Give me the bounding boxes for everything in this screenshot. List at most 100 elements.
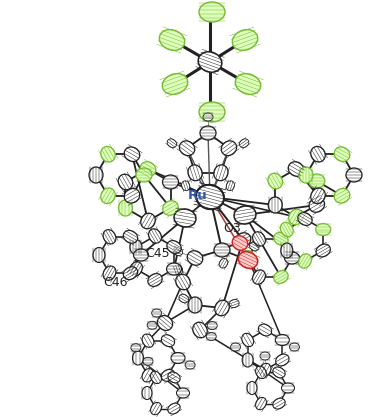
Text: O3: O3 (223, 222, 241, 235)
Ellipse shape (179, 141, 195, 156)
Ellipse shape (103, 266, 116, 280)
Ellipse shape (309, 198, 324, 212)
Ellipse shape (131, 344, 141, 352)
Ellipse shape (230, 343, 241, 351)
Ellipse shape (171, 352, 185, 364)
Ellipse shape (268, 173, 282, 189)
Ellipse shape (177, 388, 190, 398)
Ellipse shape (238, 251, 258, 269)
Ellipse shape (255, 366, 266, 379)
Ellipse shape (199, 2, 225, 22)
Text: C46: C46 (103, 276, 127, 289)
Ellipse shape (316, 224, 331, 236)
Ellipse shape (173, 247, 183, 256)
Ellipse shape (200, 126, 216, 140)
Ellipse shape (198, 52, 222, 72)
Ellipse shape (142, 387, 152, 399)
Ellipse shape (275, 334, 289, 346)
Ellipse shape (334, 188, 350, 203)
Ellipse shape (103, 230, 116, 244)
Ellipse shape (163, 175, 179, 189)
Ellipse shape (141, 213, 155, 229)
Ellipse shape (123, 267, 138, 279)
Ellipse shape (93, 248, 105, 262)
Ellipse shape (162, 74, 188, 94)
Ellipse shape (193, 322, 207, 338)
Ellipse shape (253, 270, 266, 284)
Ellipse shape (207, 322, 217, 329)
Ellipse shape (142, 369, 154, 382)
Ellipse shape (176, 274, 190, 290)
Text: C45: C45 (145, 247, 170, 260)
Ellipse shape (280, 222, 293, 237)
Ellipse shape (151, 402, 161, 415)
Ellipse shape (167, 263, 182, 275)
Ellipse shape (143, 357, 153, 365)
Ellipse shape (136, 168, 152, 182)
Ellipse shape (284, 252, 300, 264)
Ellipse shape (311, 146, 325, 162)
Ellipse shape (298, 213, 312, 226)
Ellipse shape (334, 147, 350, 161)
Ellipse shape (140, 162, 156, 176)
Ellipse shape (101, 188, 115, 203)
Ellipse shape (118, 174, 133, 190)
Ellipse shape (149, 229, 161, 243)
Ellipse shape (282, 383, 294, 393)
Ellipse shape (234, 206, 256, 224)
Ellipse shape (163, 201, 178, 215)
Ellipse shape (174, 265, 183, 275)
Ellipse shape (214, 243, 230, 257)
Ellipse shape (147, 321, 157, 329)
Ellipse shape (221, 141, 237, 156)
Ellipse shape (159, 30, 185, 50)
Ellipse shape (288, 162, 304, 176)
Ellipse shape (168, 372, 180, 383)
Ellipse shape (273, 367, 285, 378)
Ellipse shape (242, 353, 253, 367)
Ellipse shape (309, 174, 325, 188)
Ellipse shape (130, 239, 142, 254)
Ellipse shape (167, 241, 181, 254)
Ellipse shape (188, 297, 202, 313)
Ellipse shape (124, 188, 140, 203)
Ellipse shape (89, 167, 103, 183)
Ellipse shape (232, 236, 248, 250)
Ellipse shape (289, 209, 303, 225)
Ellipse shape (148, 274, 162, 286)
Ellipse shape (247, 382, 257, 394)
Ellipse shape (219, 259, 228, 268)
Ellipse shape (273, 398, 285, 409)
Ellipse shape (187, 251, 203, 265)
Ellipse shape (242, 333, 254, 347)
Ellipse shape (129, 262, 142, 276)
Ellipse shape (346, 168, 362, 182)
Ellipse shape (196, 185, 224, 209)
Ellipse shape (258, 324, 272, 336)
Ellipse shape (119, 200, 133, 216)
Ellipse shape (158, 316, 173, 330)
Ellipse shape (142, 334, 154, 347)
Ellipse shape (167, 139, 177, 148)
Ellipse shape (206, 332, 216, 341)
Ellipse shape (242, 251, 254, 266)
Ellipse shape (214, 165, 228, 181)
Ellipse shape (182, 181, 190, 191)
Ellipse shape (161, 335, 175, 347)
Ellipse shape (274, 271, 288, 284)
Ellipse shape (274, 233, 288, 245)
Ellipse shape (215, 300, 229, 316)
Ellipse shape (185, 361, 195, 369)
Ellipse shape (260, 352, 270, 360)
Ellipse shape (289, 343, 300, 351)
Ellipse shape (235, 233, 251, 247)
Ellipse shape (281, 243, 293, 258)
Ellipse shape (250, 242, 259, 251)
Ellipse shape (235, 74, 261, 94)
Ellipse shape (316, 244, 330, 257)
Ellipse shape (311, 188, 325, 203)
Ellipse shape (152, 309, 161, 317)
Ellipse shape (151, 371, 161, 384)
Ellipse shape (239, 139, 249, 148)
Ellipse shape (299, 254, 311, 268)
